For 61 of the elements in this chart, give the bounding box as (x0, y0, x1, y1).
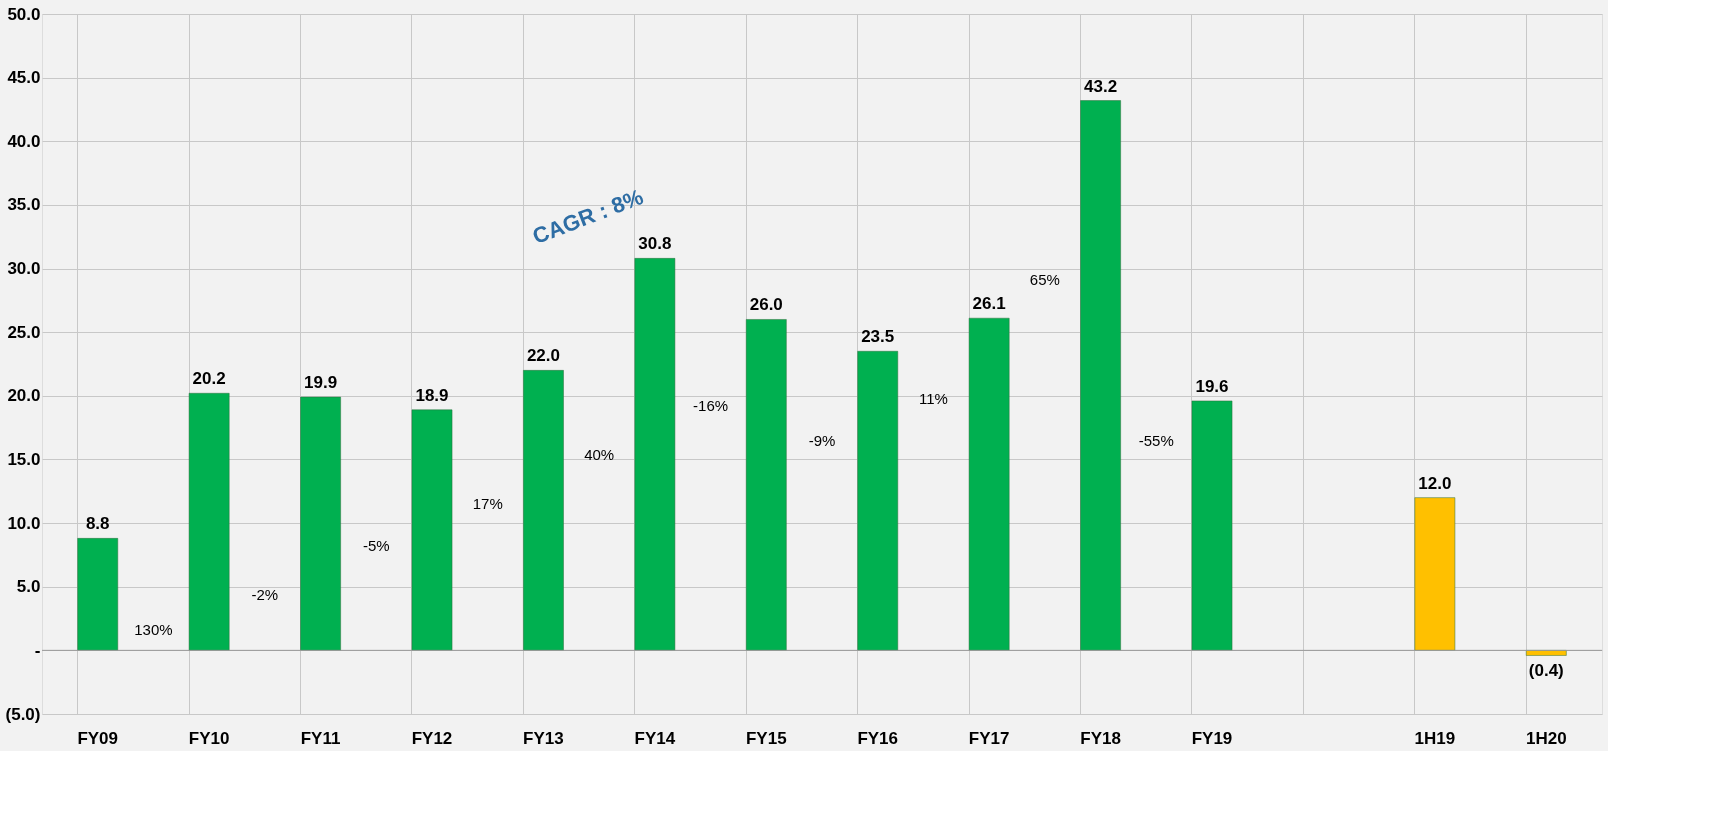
annotation: -2% (251, 586, 279, 603)
data-label: 26.0 (749, 295, 783, 315)
x-tick-label: FY11 (300, 728, 341, 748)
annotation: 17% (472, 495, 503, 512)
data-label: (0.4) (1528, 661, 1564, 681)
y-tick-label: 5.0 (16, 577, 41, 597)
y-tick-label: 25.0 (7, 322, 41, 342)
data-label: 22.0 (526, 346, 560, 366)
bar (1525, 650, 1567, 656)
x-tick-label: FY19 (1191, 728, 1233, 748)
y-tick-label: 20.0 (7, 386, 41, 406)
x-tick-label: 1H20 (1525, 728, 1567, 748)
annotation: -16% (693, 397, 729, 414)
bar (857, 351, 899, 651)
data-label: 19.9 (304, 373, 338, 393)
bar (77, 538, 119, 651)
y-tick-label: 45.0 (7, 68, 41, 88)
annotation: 11% (918, 390, 948, 407)
bar (411, 409, 453, 651)
y-tick-label: (5.0) (5, 704, 41, 724)
annotation: 40% (584, 446, 615, 463)
bar (745, 319, 787, 651)
data-label: 19.6 (1195, 376, 1229, 396)
y-tick-label: 50.0 (7, 4, 41, 24)
y-tick-label: 40.0 (7, 131, 41, 151)
data-label: 12.0 (1418, 473, 1452, 493)
x-tick-label: FY09 (77, 728, 119, 748)
y-tick-label: 35.0 (7, 195, 41, 215)
data-label: 8.8 (85, 514, 110, 534)
y-tick-label: 30.0 (7, 259, 41, 279)
bar (1080, 100, 1121, 651)
data-label: 26.1 (972, 294, 1006, 314)
y-tick-label: 10.0 (7, 513, 41, 533)
bar (1191, 400, 1233, 651)
data-label: 23.5 (861, 327, 895, 347)
annotation: -9% (808, 432, 836, 449)
x-tick-label: FY10 (188, 728, 230, 748)
data-label: 43.2 (1084, 76, 1118, 96)
y-tick-label: - (34, 640, 41, 660)
annotation: -5% (362, 537, 390, 554)
x-tick-label: 1H19 (1414, 728, 1456, 748)
x-tick-label: FY15 (745, 728, 787, 748)
bar (523, 370, 564, 651)
bar (634, 258, 676, 651)
annotation: 130% (134, 621, 173, 638)
x-tick-label: FY16 (857, 728, 899, 748)
bar (188, 393, 230, 651)
bar (968, 317, 1010, 651)
data-label: 18.9 (415, 385, 449, 405)
bar (1414, 497, 1456, 651)
x-tick-label: FY12 (411, 728, 453, 748)
annotation: -55% (1138, 432, 1174, 449)
data-label: 20.2 (192, 369, 226, 389)
annotation: 65% (1029, 271, 1060, 288)
x-tick-label: FY13 (523, 728, 564, 748)
bar (300, 396, 341, 651)
x-tick-label: FY17 (968, 728, 1010, 748)
data-label: 30.8 (638, 234, 672, 254)
x-tick-label: FY14 (634, 728, 676, 748)
x-tick-label: FY18 (1080, 728, 1121, 748)
y-tick-label: 15.0 (7, 449, 41, 469)
